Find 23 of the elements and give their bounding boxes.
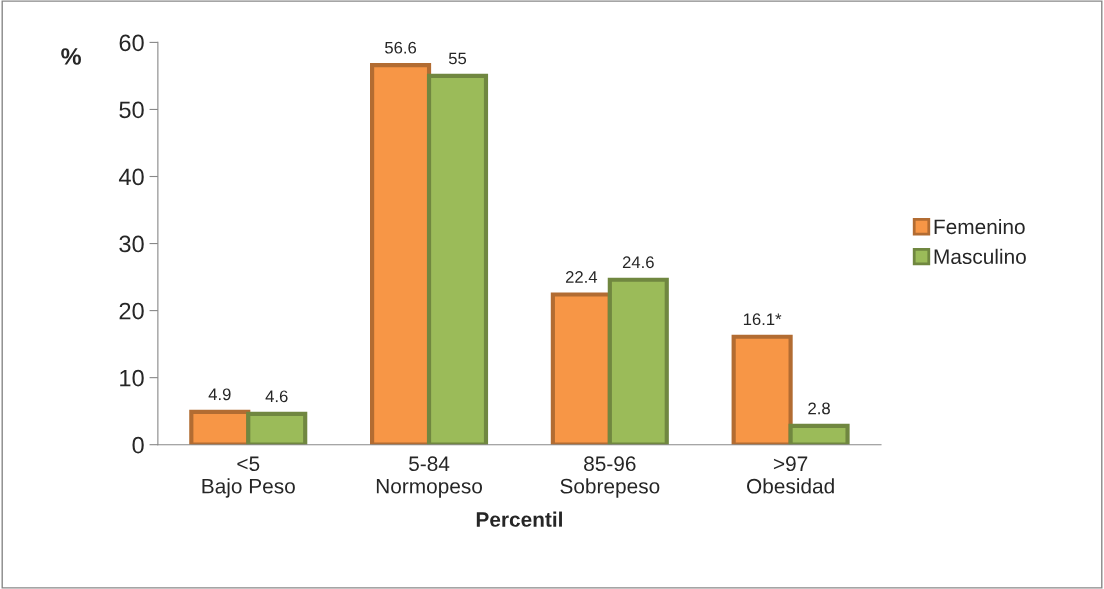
data-label: 16.1* [743, 313, 782, 326]
x-tick-label: 5-84 Normopeso [376, 456, 483, 498]
y-axis-title: % [61, 48, 81, 65]
legend-label: Femenino [934, 218, 1025, 235]
data-label: 22.4 [565, 271, 598, 283]
legend-label: Masculino [934, 248, 1026, 265]
data-label: 4.9 [208, 388, 231, 401]
y-tick-label: 10 [120, 369, 144, 387]
x-tick-label: <5 Bajo Peso [202, 456, 295, 498]
y-tick-label: 30 [119, 235, 144, 253]
y-tick-label: 20 [119, 302, 144, 320]
data-label: 24.6 [622, 256, 654, 269]
data-label: 4.6 [265, 390, 288, 403]
y-tick-label: 0 [132, 436, 144, 454]
y-tick-label: 40 [118, 168, 144, 186]
data-label: 2.8 [808, 402, 830, 415]
x-tick-label: >97 Obesidad [747, 456, 834, 494]
data-label: 56.6 [385, 41, 417, 54]
y-tick-label: 60 [119, 34, 144, 52]
x-axis-title: Percentil [476, 511, 562, 527]
data-label: 55 [448, 52, 467, 65]
x-tick-label: 85-96 Sobrepeso [560, 456, 660, 498]
y-tick-label: 50 [119, 101, 144, 119]
